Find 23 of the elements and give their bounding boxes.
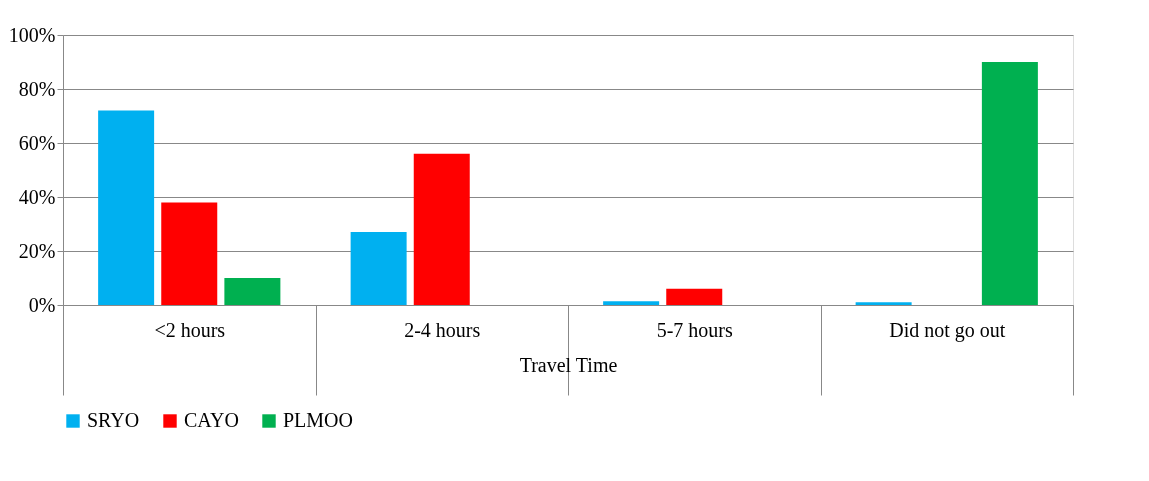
bar: [350, 232, 407, 305]
y-tick-label: 20%: [18, 239, 56, 262]
x-tick-label: Did not go out: [889, 318, 1006, 342]
bar: [413, 153, 470, 305]
x-tick-label: <2 hours: [154, 318, 226, 341]
x-axis-title: Travel Time: [519, 354, 618, 376]
y-tick-label: 60%: [18, 131, 56, 154]
legend-label: PLMOO: [283, 409, 354, 431]
bar: [98, 110, 155, 305]
bar: [224, 278, 281, 305]
y-tick-label: 100%: [8, 23, 56, 46]
bar: [855, 302, 912, 305]
legend-label: SRYO: [87, 409, 140, 431]
bar: [161, 202, 218, 305]
y-tick-label: 0%: [28, 293, 56, 316]
bar: [666, 288, 723, 305]
legend-label: CAYO: [184, 409, 239, 431]
x-tick-label: 5-7 hours: [656, 318, 734, 341]
x-tick-label: 2-4 hours: [404, 318, 481, 341]
y-tick-label: 80%: [18, 77, 56, 100]
bar: [981, 62, 1038, 305]
y-tick-label: 40%: [18, 185, 56, 208]
bar: [603, 301, 660, 305]
